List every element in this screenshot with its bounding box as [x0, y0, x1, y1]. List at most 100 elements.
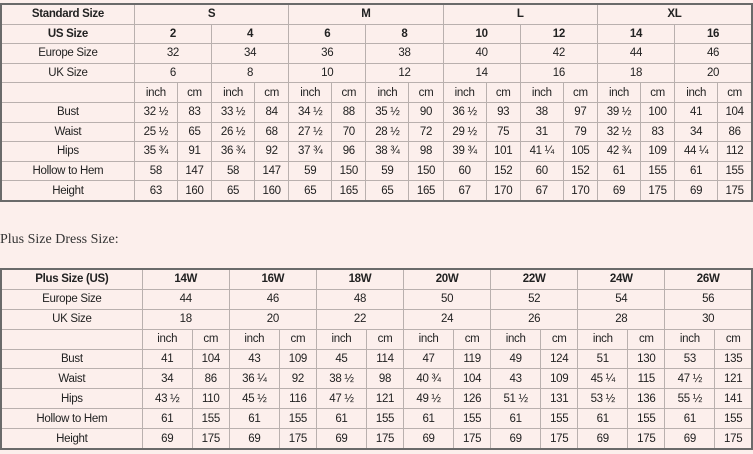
- us-size-row: US Size 2 4 6 8 10 12 14 16: [0, 23, 753, 45]
- measurement-cell: 69: [596, 180, 642, 202]
- measurement-cell: 69: [577, 428, 629, 450]
- measurement-cell: 79: [562, 121, 598, 143]
- header-row: Standard Size S M L XL: [0, 3, 753, 25]
- measurement-cell: 69: [674, 180, 719, 202]
- measurement-cell: 121: [714, 368, 753, 390]
- measurement-cell: 165: [408, 180, 444, 202]
- uk-size-cell: 8: [210, 62, 290, 84]
- us-size-cell: 16W: [228, 268, 317, 290]
- unit-cm: cm: [365, 328, 405, 350]
- unit-inch: inch: [403, 328, 455, 350]
- measurement-cell: 152: [562, 160, 598, 182]
- measurement-cell: 109: [640, 141, 676, 162]
- measurement-cell: 59: [365, 160, 410, 182]
- unit-inch: inch: [664, 328, 716, 350]
- measurement-cell: 40 ¾: [403, 368, 455, 390]
- measurement-cell: 160: [254, 180, 290, 202]
- plus-size-table: Plus Size (US) 14W 16W 18W 20W 22W 24W 26W Europ…: [0, 268, 753, 450]
- measurement-cell: 83: [176, 101, 213, 123]
- standard-size-table: Standard Size S M L XL US Size 2 4 6 8 10 12 14 16 Eur…: [0, 3, 753, 202]
- unit-cm: cm: [562, 82, 598, 103]
- unit-cm: cm: [453, 328, 492, 350]
- measurement-cell: 25 ½: [133, 121, 178, 143]
- measurement-cell: 98: [408, 141, 444, 162]
- measurement-cell: 175: [453, 428, 492, 450]
- measurement-cell: 160: [176, 180, 213, 202]
- us-size-cell: 22W: [490, 268, 579, 290]
- europe-size-cell: 42: [519, 43, 598, 64]
- measurement-cell: 135: [714, 348, 753, 370]
- uk-size-row: UK Size 6 8 10 12 14 16 18 20: [0, 62, 753, 84]
- uk-size-cell: 20: [674, 62, 753, 84]
- us-size-cell: 12: [519, 23, 598, 45]
- unit-inch: inch: [577, 328, 629, 350]
- measurement-cell: 104: [191, 348, 230, 370]
- measurement-cell: 44 ¼: [674, 141, 719, 162]
- europe-size-cell: 46: [674, 43, 753, 64]
- row-header: Height: [0, 180, 135, 202]
- measurement-cell: 63: [133, 180, 178, 202]
- row-header: US Size: [0, 23, 135, 45]
- measurement-cell: 69: [664, 428, 716, 450]
- uk-size-cell: 18: [141, 308, 230, 330]
- uk-size-cell: 12: [365, 62, 444, 84]
- measurement-cell: 150: [408, 160, 444, 182]
- measurement-cell: 34: [674, 121, 719, 143]
- uk-size-cell: 30: [664, 308, 753, 330]
- measurement-row: Waist 34 86 36 ¼ 92 38 ½ 98 40 ¾ 104 43 109 45 ¼ 115…: [0, 368, 753, 390]
- europe-size-cell: 46: [228, 288, 317, 310]
- europe-size-cell: 54: [577, 288, 666, 310]
- measurement-cell: 141: [714, 388, 753, 410]
- measurement-cell: 119: [453, 348, 492, 370]
- uk-size-cell: 22: [315, 308, 405, 330]
- measurement-cell: 65: [365, 180, 410, 202]
- europe-size-cell: 38: [365, 43, 444, 64]
- unit-cm: cm: [627, 328, 666, 350]
- measurement-cell: 175: [191, 428, 230, 450]
- measurement-cell: 69: [315, 428, 367, 450]
- measurement-cell: 43: [228, 348, 280, 370]
- measurement-cell: 136: [627, 388, 666, 410]
- measurement-cell: 45 ½: [228, 388, 280, 410]
- unit-cm: cm: [176, 82, 213, 103]
- europe-size-cell: 32: [133, 43, 213, 64]
- us-size-cell: 26W: [664, 268, 753, 290]
- row-header: Hips: [0, 141, 135, 162]
- measurement-cell: 150: [331, 160, 367, 182]
- measurement-cell: 101: [485, 141, 521, 162]
- measurement-cell: 86: [191, 368, 230, 390]
- measurement-cell: 155: [540, 408, 579, 430]
- uk-size-row: UK Size 18 20 22 24 26 28 30: [0, 308, 753, 330]
- measurement-cell: 69: [141, 428, 193, 450]
- uk-size-cell: 24: [403, 308, 492, 330]
- europe-size-cell: 44: [596, 43, 676, 64]
- measurement-cell: 72: [408, 121, 444, 143]
- measurement-cell: 115: [627, 368, 666, 390]
- us-size-cell: 14W: [141, 268, 230, 290]
- measurement-cell: 61: [596, 160, 642, 182]
- empty-cell: [0, 328, 143, 350]
- measurement-cell: 175: [640, 180, 676, 202]
- measurement-cell: 34: [141, 368, 193, 390]
- measurement-cell: 61: [577, 408, 629, 430]
- measurement-cell: 61: [490, 408, 542, 430]
- measurement-cell: 68: [254, 121, 290, 143]
- measurement-cell: 165: [331, 180, 367, 202]
- plus-size-title: Plus Size Dress Size:: [0, 232, 119, 247]
- measurement-cell: 36 ½: [442, 101, 487, 123]
- empty-cell: [0, 82, 135, 103]
- unit-cm: cm: [540, 328, 579, 350]
- measurement-cell: 27 ½: [288, 121, 333, 143]
- us-size-cell: 4: [210, 23, 290, 45]
- measurement-cell: 170: [485, 180, 521, 202]
- measurement-cell: 49 ½: [403, 388, 455, 410]
- measurement-cell: 53 ½: [577, 388, 629, 410]
- measurement-cell: 104: [717, 101, 753, 123]
- measurement-cell: 55 ½: [664, 388, 716, 410]
- unit-inch: inch: [133, 82, 178, 103]
- unit-cm: cm: [485, 82, 521, 103]
- us-size-cell: 10: [442, 23, 521, 45]
- unit-cm: cm: [254, 82, 290, 103]
- row-header: Europe Size: [0, 288, 143, 310]
- measurement-cell: 155: [714, 408, 753, 430]
